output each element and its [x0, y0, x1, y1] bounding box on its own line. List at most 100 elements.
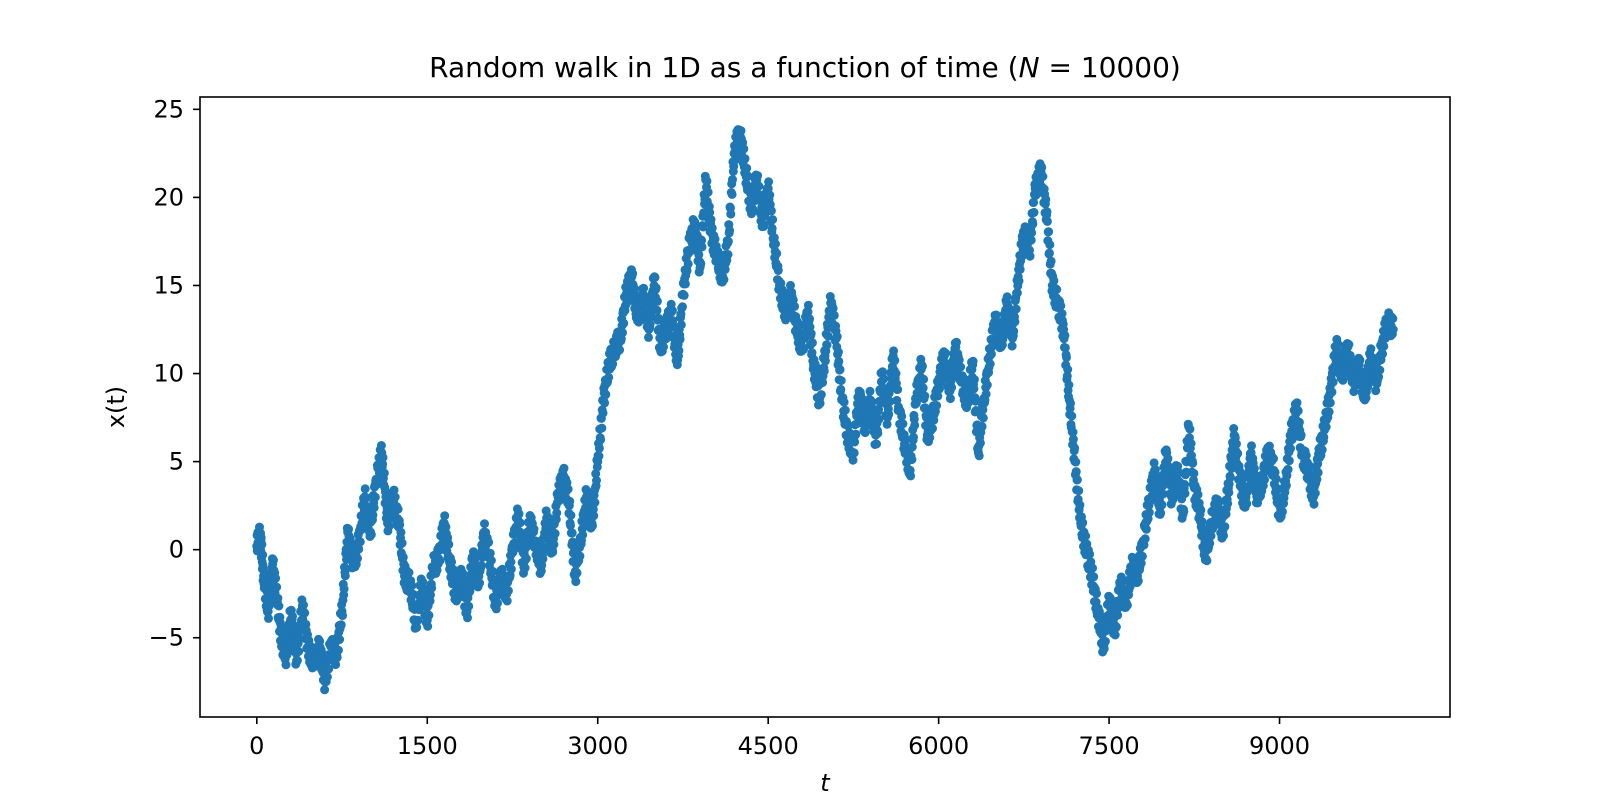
- data-point: [493, 598, 502, 608]
- data-point: [272, 582, 282, 592]
- data-point: [503, 586, 513, 596]
- data-point: [963, 398, 973, 408]
- data-point: [398, 552, 408, 562]
- data-point: [1310, 488, 1320, 498]
- data-point: [1081, 531, 1091, 541]
- y-tick-label: 15: [153, 271, 184, 299]
- data-point: [396, 527, 406, 537]
- data-point: [754, 181, 764, 191]
- data-point: [727, 189, 737, 199]
- data-point: [753, 171, 763, 181]
- data-point: [598, 408, 608, 418]
- data-point: [597, 423, 607, 433]
- data-point: [486, 556, 496, 565]
- data-point: [548, 547, 558, 557]
- data-point: [258, 550, 268, 560]
- data-point: [424, 610, 434, 620]
- data-point: [273, 593, 283, 603]
- data-point: [1009, 326, 1019, 336]
- data-point: [1133, 576, 1143, 586]
- data-point: [299, 600, 308, 610]
- data-point: [444, 540, 454, 549]
- data-point: [256, 532, 266, 542]
- data-point: [336, 620, 346, 630]
- data-point: [1242, 499, 1252, 509]
- data-point: [786, 280, 795, 290]
- data-point: [956, 362, 966, 372]
- data-point: [823, 331, 833, 341]
- data-points: [252, 125, 1398, 695]
- data-point: [806, 329, 816, 338]
- data-point: [600, 398, 610, 408]
- data-point: [264, 613, 273, 623]
- data-point: [1325, 398, 1335, 408]
- chart-title-variable: N: [1019, 51, 1040, 84]
- data-point: [764, 177, 774, 187]
- data-point: [1156, 508, 1166, 518]
- data-point: [815, 398, 825, 408]
- data-point: [1026, 235, 1036, 245]
- data-point: [678, 302, 687, 312]
- data-point: [463, 613, 472, 623]
- data-point: [426, 590, 435, 600]
- data-point: [360, 484, 370, 494]
- data-point: [475, 578, 485, 588]
- data-point: [1324, 407, 1334, 417]
- data-point: [819, 366, 829, 376]
- data-point: [805, 314, 815, 324]
- data-point: [1271, 474, 1281, 484]
- data-point: [1317, 445, 1327, 455]
- data-point: [799, 345, 808, 354]
- data-point: [1038, 172, 1048, 181]
- data-point: [968, 356, 978, 366]
- data-point: [925, 433, 935, 443]
- data-point: [514, 509, 524, 519]
- data-point: [818, 378, 828, 387]
- data-point: [502, 596, 512, 606]
- data-point: [698, 222, 708, 232]
- data-point: [594, 451, 604, 461]
- data-point: [441, 522, 451, 532]
- data-point: [628, 269, 638, 279]
- data-point: [361, 493, 371, 503]
- data-point: [274, 601, 284, 611]
- data-point: [884, 409, 894, 419]
- data-point: [590, 498, 600, 507]
- data-point: [1313, 468, 1323, 478]
- data-point: [393, 504, 403, 514]
- data-point: [1202, 556, 1212, 566]
- data-point: [872, 439, 881, 449]
- data-point: [378, 459, 388, 469]
- data-point: [836, 384, 846, 394]
- data-point: [1068, 434, 1078, 444]
- y-axis-ticks: −5 0 5 10 15 20 25: [149, 95, 200, 652]
- data-point: [1388, 325, 1398, 334]
- data-point: [1141, 524, 1151, 534]
- data-point: [985, 359, 995, 369]
- data-point: [981, 389, 991, 399]
- data-point: [906, 471, 916, 481]
- data-point: [538, 554, 548, 564]
- data-point: [1037, 162, 1047, 172]
- data-point: [986, 349, 996, 359]
- data-point: [810, 359, 820, 369]
- data-point: [1092, 589, 1101, 599]
- data-point: [1044, 227, 1054, 237]
- data-point: [567, 528, 577, 538]
- data-point: [376, 441, 386, 450]
- data-point: [901, 434, 911, 444]
- data-point: [941, 348, 950, 358]
- data-point: [1071, 457, 1081, 467]
- data-point: [703, 187, 713, 197]
- data-point: [1277, 507, 1287, 517]
- data-point: [485, 548, 495, 558]
- data-point: [294, 647, 304, 656]
- data-point: [982, 380, 992, 390]
- data-point: [739, 144, 749, 154]
- data-point: [458, 568, 468, 578]
- data-point: [710, 234, 720, 244]
- data-point: [1371, 386, 1381, 396]
- data-point: [1309, 499, 1319, 509]
- data-point: [1180, 480, 1190, 489]
- data-point: [353, 553, 362, 563]
